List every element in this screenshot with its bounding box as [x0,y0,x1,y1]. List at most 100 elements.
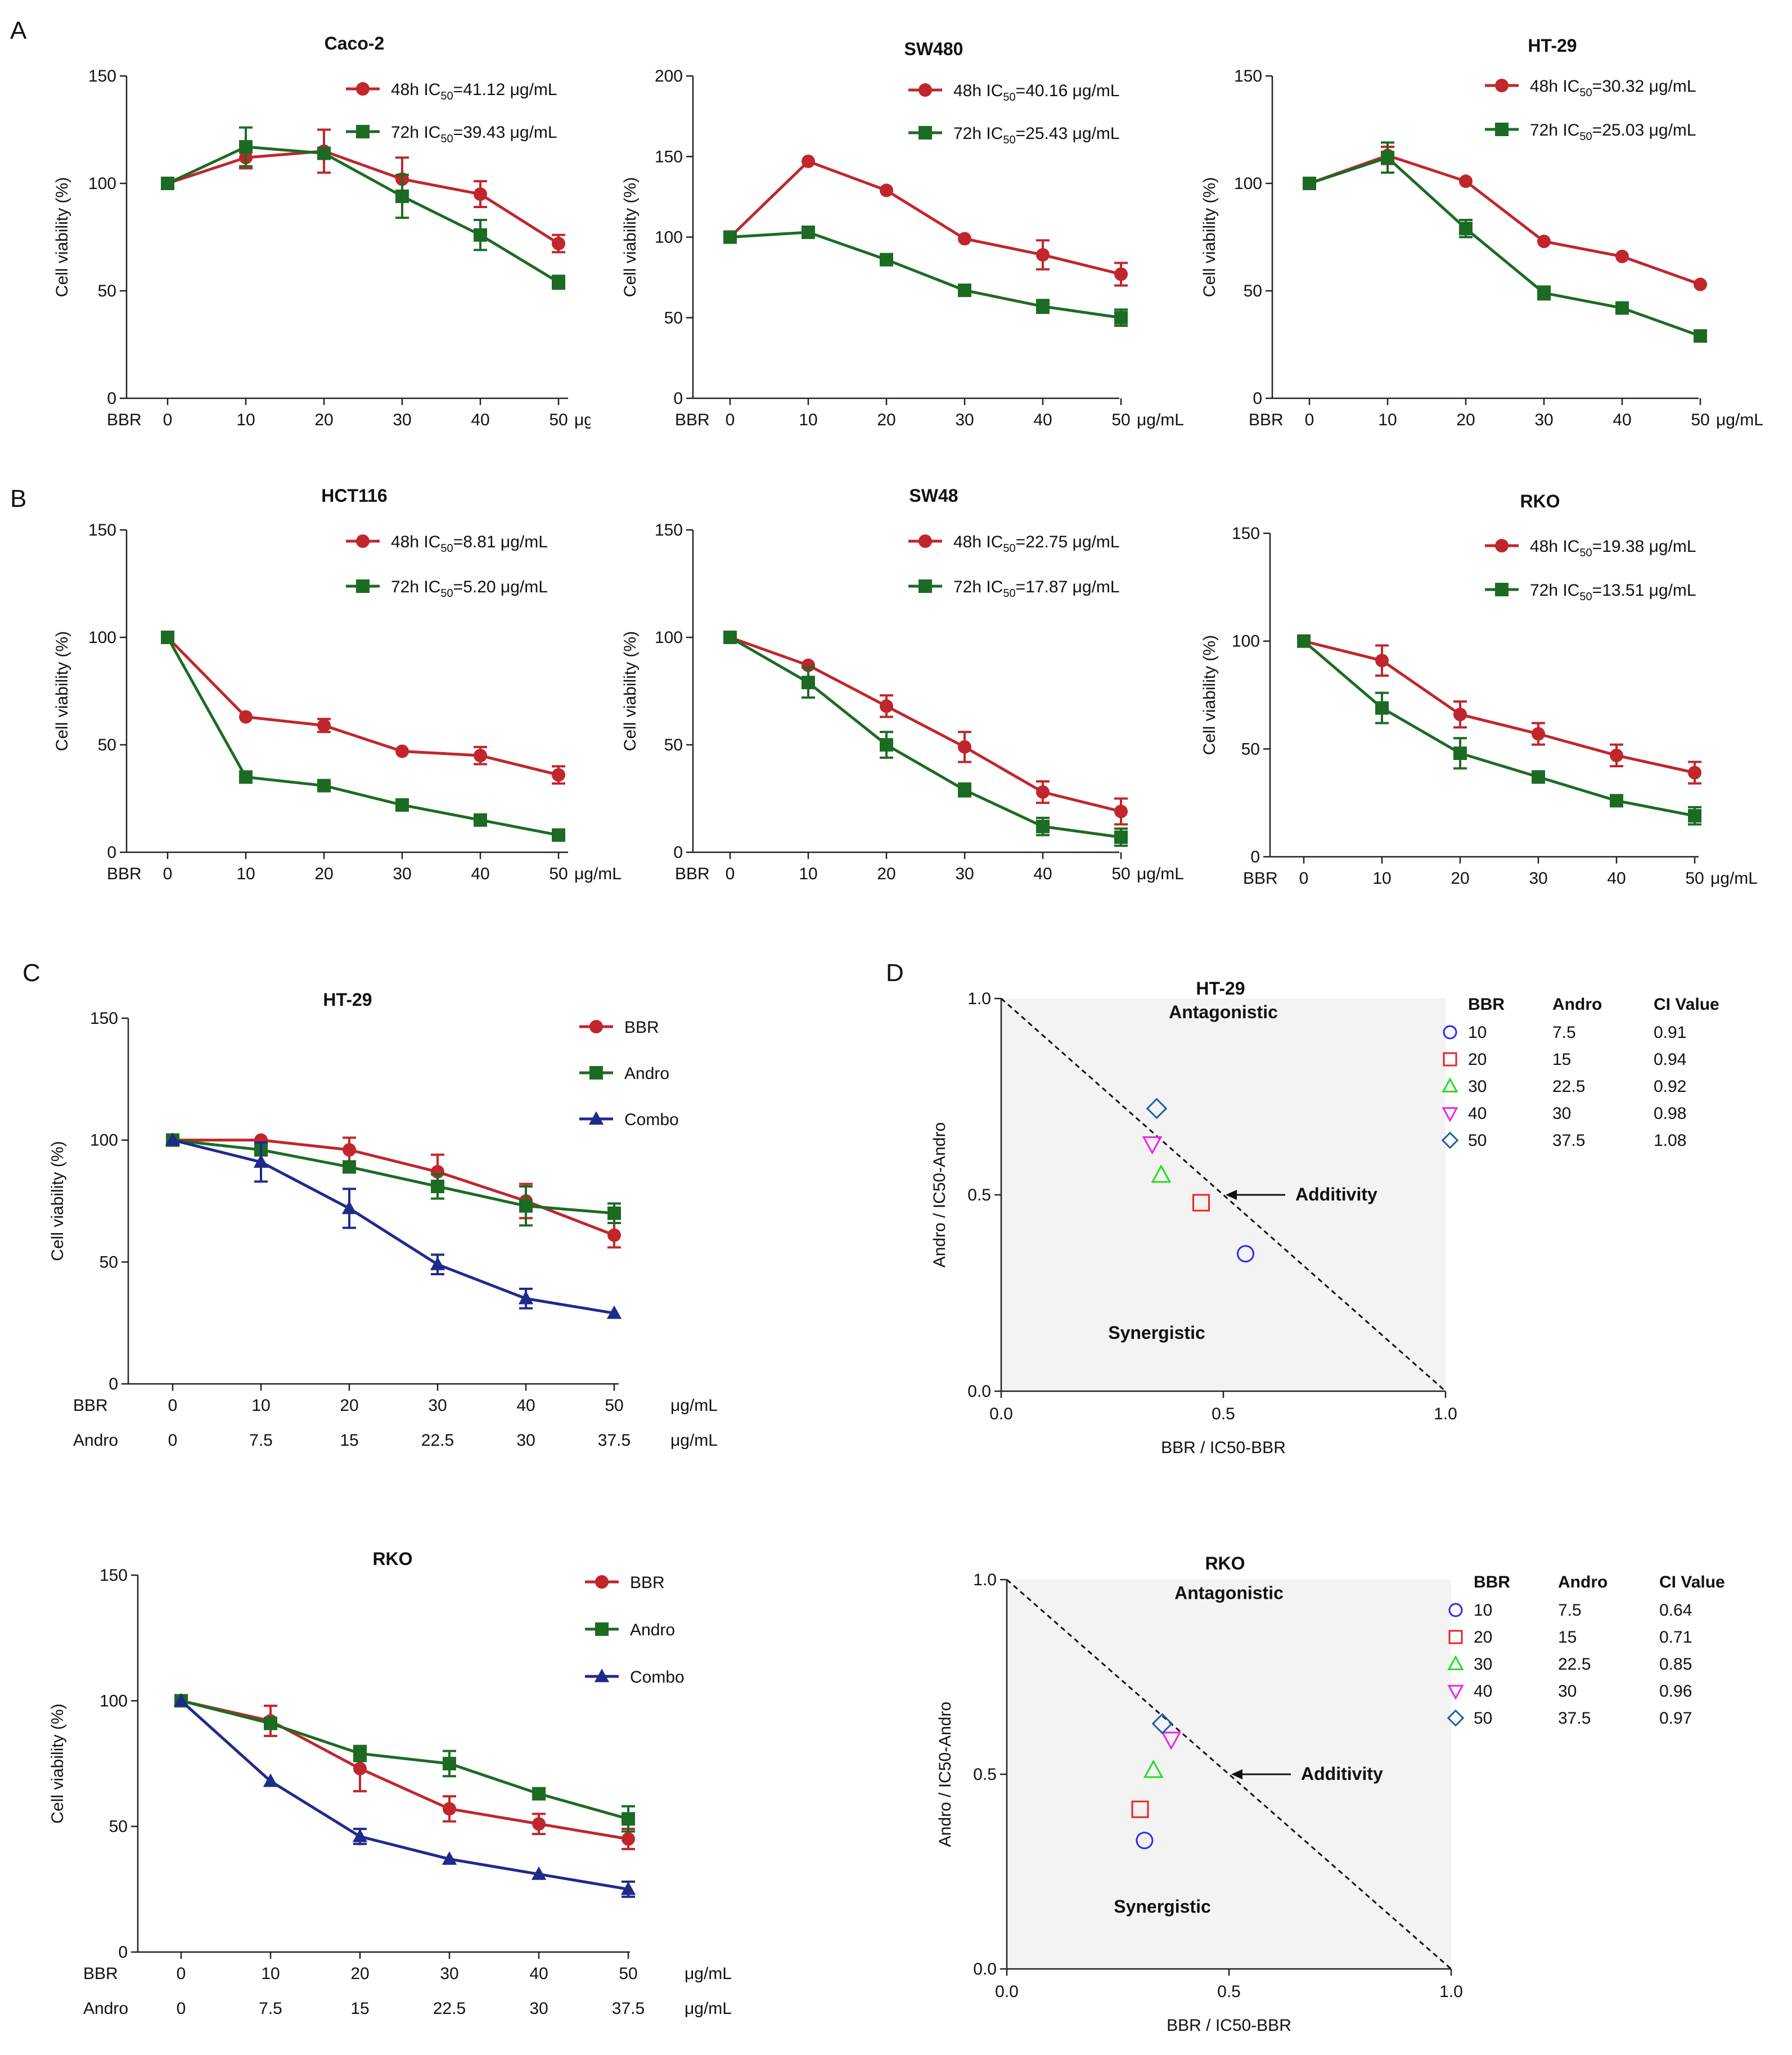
x-unit-label: μg/mL [574,411,591,429]
x-tick-label: 40 [1613,411,1631,429]
legend-label: 72h IC50=5.20 μg/mL [391,578,548,600]
x-tick-label: 40 [1033,411,1052,429]
x-tick-label: 0 [726,411,735,429]
legend-label: 48h IC50=19.38 μg/mL [1530,537,1696,559]
x-tick-label: 40 [1033,865,1052,883]
data-point [802,658,815,672]
isobologram-rko: RKO 0.0 0.0 0.5 0.5 1.0 1.0 BBR / IC50-BBR Andro… [936,1553,1725,2035]
x-axis-label: BBR / IC50-BBR [1161,1438,1286,1457]
legend-series-name: 72h [953,578,981,596]
data-point [606,1305,622,1319]
legend-label: Combo [624,1110,679,1129]
series-line-48h [729,159,1122,276]
legend-marker [1442,1107,1458,1122]
ic50-value: 17.87 [1025,578,1068,596]
chart-title: RKO [372,1549,412,1569]
table-cell-ci: 0.98 [1654,1104,1686,1123]
ic50-unit: μg/mL [1644,537,1696,556]
data-point [442,1851,457,1865]
data-point [1453,747,1467,760]
x-tick-label: 20 [1451,869,1469,888]
x-tick-label: 30 [955,865,974,883]
data-point [353,1761,367,1775]
y-tick-label: 150 [88,67,116,86]
data-point [552,768,565,782]
series-line-72h [729,636,1122,839]
chart-title: SW48 [909,485,958,506]
data-point [1694,277,1707,291]
data-point [1688,766,1701,780]
legend-label: Andro [624,1064,669,1083]
x-tick-label: 0 [726,865,735,883]
legend-label: 72h IC50=17.87 μg/mL [953,578,1120,600]
data-point [880,699,893,713]
data-point [880,183,893,197]
chart-sw480: SW480 0 50 100 150 200 0 10 20 30 40 50 Cell viabili… [621,39,1184,429]
legend-series-name: 48h [953,82,981,100]
data-point [1297,634,1311,648]
legend-marker [918,579,932,593]
equals-sign: = [1016,578,1026,596]
data-point [1036,820,1050,834]
data-point [620,1881,636,1895]
y-tick-label: 150 [1234,67,1262,86]
legend-marker [1495,539,1509,552]
table-cell-bbr: 30 [1468,1077,1487,1096]
y-tick-label: 150 [1232,524,1260,543]
x2-tick-label: 22.5 [421,1431,454,1450]
series-line-48h [730,636,1122,813]
ic50-unit: μg/mL [1068,533,1119,551]
x-tick-label: 50 [1691,411,1709,429]
table-cell-bbr: 30 [1474,1655,1492,1674]
additivity-label: Additivity [1301,1764,1383,1784]
x-tick-label: 30 [428,1396,447,1415]
data-point [161,177,174,190]
legend-series-name: 48h [1530,77,1558,96]
isobologram-ht29: HT-29 0.0 0.0 0.5 0.5 1.0 1.0 BBR / IC50-BBR And… [930,978,1719,1457]
x-unit-label: μg/mL [1716,411,1763,429]
chart-title: RKO [1205,1553,1245,1573]
table-header: Andro [1558,1573,1608,1591]
legend-marker [1495,79,1509,92]
y-tick-label: 0 [673,843,683,862]
legend-label: 72h IC50=25.03 μg/mL [1530,121,1696,143]
ic50-value: 19.38 [1602,537,1644,556]
data-point [1146,1098,1168,1119]
x2-tick-label: 0 [168,1431,178,1450]
data-point [1610,748,1623,762]
x-tick-label: 50 [1111,411,1130,429]
y-axis-label: Andro / IC50-Andro [936,1702,954,1847]
data-point [880,253,893,267]
x-tick-label: 0 [1305,411,1314,429]
x-tick-label: 30 [393,411,411,429]
table-cell-andro: 22.5 [1552,1077,1585,1096]
y-tick-label: 100 [1234,174,1262,193]
data-point [263,1773,278,1787]
table-cell-andro: 30 [1552,1104,1571,1123]
y-tick-label: 150 [655,147,683,166]
data-point [474,813,487,827]
legend-label: 48h IC50=41.12 μg/mL [391,80,557,102]
y-tick-label: 150 [655,521,683,539]
data-point [343,1143,356,1157]
ic-subscript: 50 [1003,91,1015,104]
ic50-unit: μg/mL [1068,82,1119,100]
data-point [264,1716,277,1730]
data-point [1688,809,1701,823]
y-axis-label: Andro / IC50-Andro [930,1122,949,1267]
ic-subscript: 50 [1003,134,1015,146]
panel-label-a: A [10,17,27,44]
legend-series-name: 72h [1530,121,1558,140]
x-tick-label: 50 [1685,869,1704,888]
data-point [253,1154,269,1168]
x-tick-label: 10 [799,865,817,883]
data-point [1694,329,1707,343]
plot-area [1007,1580,1451,1969]
panel-label-b: B [10,485,27,512]
x-prefix-label: BBR [675,865,710,883]
data-point [958,284,971,298]
x-tick-label: 10 [236,411,255,429]
legend-series-name: 72h [953,124,981,143]
